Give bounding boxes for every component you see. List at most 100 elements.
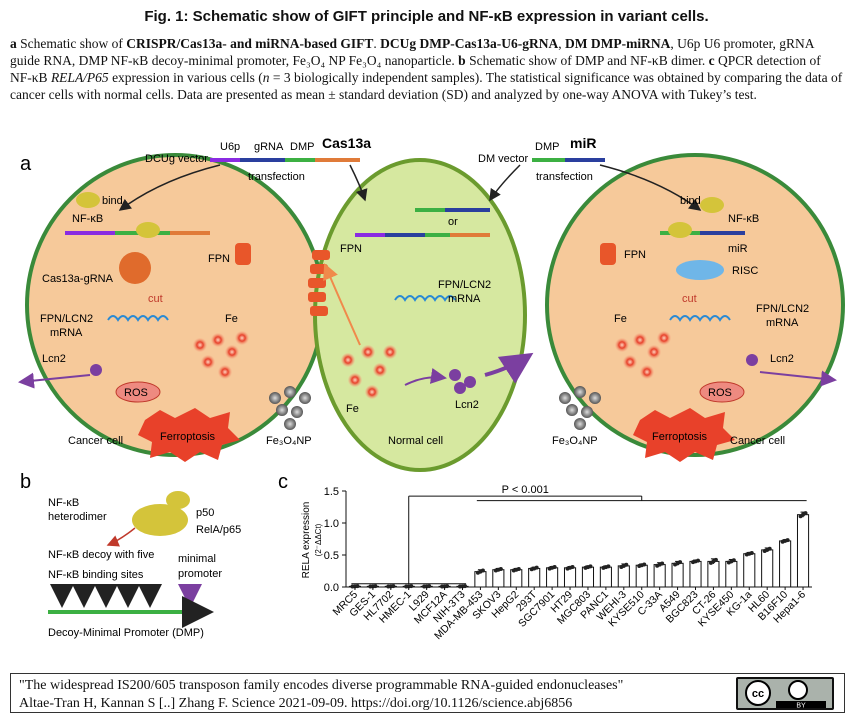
b-binding-site-arrows	[50, 584, 162, 608]
middle-lcn2-arrow2	[484, 352, 534, 384]
figure-title: Fig. 1: Schematic show of GIFT principle…	[144, 8, 709, 25]
datapoint-MRC5	[355, 584, 360, 589]
right-fpn-lcn2-label: FPN/LCN2	[756, 303, 809, 315]
transfection-left: transfection	[248, 171, 305, 183]
right-fe3o4np-label: Fe₃O₄NP	[552, 435, 598, 447]
bar-C-33A	[653, 564, 666, 588]
datapoint-MDA-MB-453	[480, 568, 485, 573]
left-ros-badge	[115, 381, 161, 403]
by-person-icon	[788, 680, 808, 700]
right-risc-complex	[676, 260, 724, 280]
b-dmp-label: Decoy-Minimal Promoter (DMP)	[48, 627, 204, 639]
right-fpn-channel	[600, 243, 616, 265]
right-fe-particles	[615, 331, 671, 379]
bar-B16F10	[779, 540, 792, 588]
b-binding-arrow	[106, 527, 136, 547]
datapoint-KG-1a	[749, 550, 754, 555]
left-fe-particles	[193, 331, 249, 379]
datapoint-MGC803	[588, 564, 593, 569]
right-fe3o4-nanoparticles	[559, 386, 601, 430]
y-tick-label: 1.5	[324, 486, 339, 498]
right-mrna-strands	[669, 315, 731, 322]
right-nfkb-label: NF-κB	[728, 213, 759, 225]
left-nfkb-bound	[136, 222, 160, 238]
by-text: BY	[796, 703, 806, 710]
left-ferroptosis-label: Ferroptosis	[160, 431, 216, 443]
middle-lcn2-arrow1	[404, 368, 447, 386]
cc-icon	[745, 680, 771, 706]
citation-line2[interactable]: Altae-Tran H, Kannan S [..] Zhang F. Sci…	[19, 696, 573, 711]
y-axis-unit: (2⁻ΔΔCt)	[314, 523, 323, 556]
cas13a-label: Cas13a	[322, 135, 371, 151]
left-cancer-cell-label: Cancer cell	[68, 435, 123, 447]
datapoint-NIH-3T3	[463, 584, 467, 589]
bar-HepG2	[510, 569, 523, 588]
datapoint-GES-1	[373, 584, 378, 589]
y-tick-label: 0.0	[324, 582, 339, 594]
datapoint-HepG2	[516, 566, 521, 571]
bar-PANC1	[599, 566, 612, 588]
left-fpn-label: FPN	[208, 253, 230, 265]
datapoint-KYSE450	[731, 558, 736, 563]
right-ferroptosis-label: Ferroptosis	[652, 431, 708, 443]
bar-WEHI-3	[617, 565, 630, 588]
b-minimal-label: minimal	[178, 553, 216, 565]
bar-KG-1a	[743, 553, 756, 588]
datapoint-B16F10	[785, 538, 790, 543]
left-cas13a-protein	[119, 252, 151, 284]
left-nfkb-label: NF-κB	[72, 213, 103, 225]
datapoint-A549	[678, 560, 683, 565]
datapoint-293T	[534, 565, 539, 570]
datapoint-BGC823	[696, 558, 700, 563]
or-label: or	[448, 216, 458, 228]
b-nfkb-dimer-cap	[166, 491, 190, 509]
transfection-arrow-left	[349, 164, 368, 202]
right-ros-label: ROS	[708, 387, 732, 399]
cc-by-badge[interactable]: cc BY	[736, 677, 834, 710]
left-fpn-channel	[235, 243, 251, 265]
bar-293T	[528, 567, 541, 588]
b-nfkb-label: NF-κB	[48, 497, 79, 509]
bar-HT29	[563, 567, 577, 588]
middle-mrna-strands	[394, 295, 456, 302]
datapoint-Hepa1-6	[803, 511, 808, 516]
panel-a-letter: a	[20, 153, 32, 175]
cc-icon-text: cc	[752, 688, 764, 700]
dm-vector-label: DM vector	[478, 153, 528, 165]
citation-line1: "The widespread IS200/605 transposon fam…	[19, 678, 624, 693]
bar-KYSE510	[635, 564, 648, 588]
datapoint-HL60	[767, 546, 772, 551]
right-nfkb-shape	[700, 197, 724, 213]
left-lcn2-export-arrow	[18, 372, 91, 389]
left-fpn-lcn2-label: FPN/LCN2	[40, 313, 93, 325]
dmp-label-right: DMP	[535, 141, 559, 153]
right-cut-label: cut	[682, 293, 697, 305]
middle-fe-label: Fe	[346, 403, 359, 415]
right-fpn-label: FPN	[624, 249, 646, 261]
datapoint-HT29	[570, 565, 575, 570]
bar-A549	[671, 562, 684, 588]
y-tick-label: 0.5	[324, 550, 339, 562]
bar-HL60	[761, 549, 774, 588]
left-cut-label: cut	[148, 293, 163, 305]
middle-lcn2-label: Lcn2	[455, 399, 479, 411]
bar-SKOV3	[492, 569, 505, 588]
left-cas13a-grna-label: Cas13a-gRNA	[42, 273, 114, 285]
dmp-label: DMP	[290, 141, 314, 153]
right-lcn2-protein	[746, 354, 758, 366]
left-lcn2-label: Lcn2	[42, 353, 66, 365]
bar-MGC803	[581, 566, 595, 588]
middle-fpn-label: FPN	[340, 243, 362, 255]
dcug-vector-label: DCUg vector	[145, 153, 208, 165]
datapoint-HMEC-1	[409, 584, 414, 589]
significance-label: P < 0.001	[502, 484, 549, 496]
by-bar	[776, 701, 826, 708]
right-bind-label: bind	[680, 195, 701, 207]
datapoint-SGC7901	[552, 565, 557, 570]
datapoint-CT-26	[713, 557, 718, 562]
right-fe-label: Fe	[614, 313, 627, 325]
left-nfkb-shape	[76, 192, 100, 208]
datapoint-SKOV3	[498, 566, 503, 571]
